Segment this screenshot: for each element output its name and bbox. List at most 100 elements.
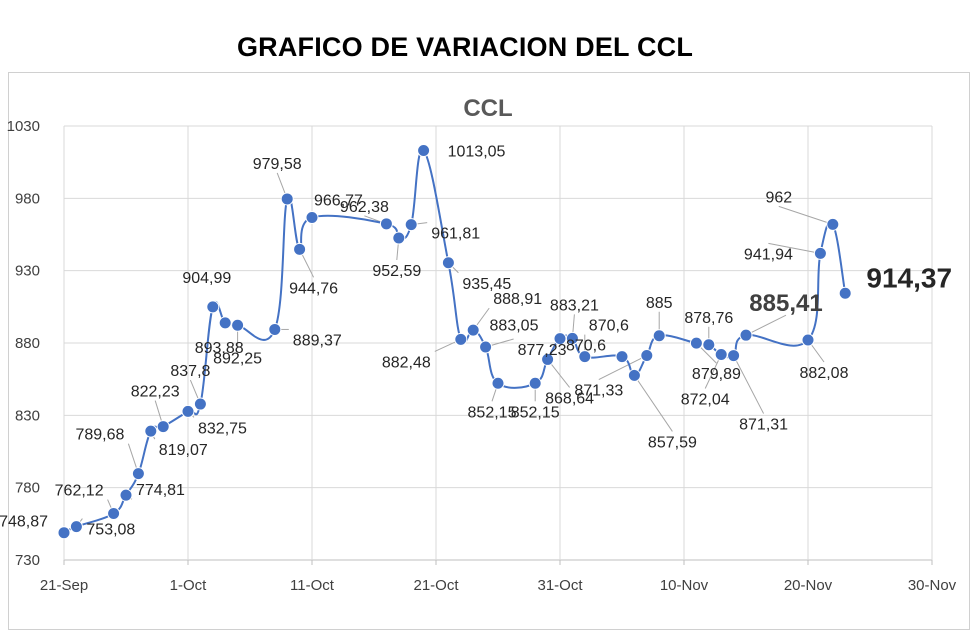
data-label: 852,15 (468, 404, 517, 421)
data-label: 852,15 (511, 404, 560, 421)
data-label: 871,33 (574, 383, 623, 400)
gridlines (63, 125, 933, 561)
y-tick-label: 780 (15, 480, 40, 497)
data-label: 893,88 (195, 340, 244, 357)
chart-frame (8, 72, 970, 630)
y-tick-label: 880 (15, 335, 40, 352)
data-point-marker (813, 246, 827, 260)
data-point-marker (206, 300, 220, 314)
y-tick-label: 980 (15, 190, 40, 207)
data-label: 774,81 (136, 482, 185, 499)
data-label-leader (633, 375, 673, 432)
x-tick-label: 31-Oct (537, 577, 583, 594)
x-tick-label: 30-Nov (908, 577, 957, 594)
data-point-marker (826, 217, 840, 231)
data-point-marker (640, 349, 654, 363)
data-label: 885,41 (749, 290, 822, 317)
data-label: 870,6 (589, 318, 629, 335)
data-label: 882,48 (382, 354, 431, 371)
x-tick-label: 10-Nov (660, 577, 709, 594)
y-tick-label: 730 (15, 552, 40, 569)
data-point-marker (144, 424, 158, 438)
data-point-marker (615, 350, 629, 364)
data-label: 753,08 (86, 522, 135, 539)
data-label: 914,37 (866, 262, 952, 293)
data-label-leader (778, 205, 833, 225)
data-point-marker (268, 322, 282, 336)
data-point-marker (280, 192, 294, 206)
data-point-marker (838, 286, 852, 300)
data-point-marker (69, 520, 83, 534)
x-tick-label: 21-Sep (40, 577, 88, 594)
data-label: 952,59 (372, 263, 421, 280)
data-label: 832,75 (198, 420, 247, 437)
data-label-leader (768, 242, 821, 254)
data-label: 857,59 (648, 434, 697, 451)
x-tick-label: 21-Oct (413, 577, 459, 594)
data-label: 871,31 (739, 417, 788, 434)
data-label: 819,07 (159, 442, 208, 459)
data-point-marker (156, 420, 170, 434)
data-label: 892,25 (213, 350, 262, 367)
data-point-marker (131, 467, 145, 481)
data-point-marker (714, 348, 728, 362)
data-point-marker (727, 349, 741, 363)
data-label: 789,68 (75, 427, 124, 444)
data-point-marker (218, 316, 232, 330)
data-point-marker (417, 144, 431, 158)
data-label: 904,99 (182, 270, 231, 287)
data-label: 966,77 (314, 192, 363, 209)
x-tick-label: 1-Oct (170, 577, 208, 594)
data-label: 883,21 (550, 297, 599, 314)
data-point-marker (689, 336, 703, 350)
y-tick-label: 930 (15, 263, 40, 280)
data-point-marker (491, 376, 505, 390)
y-tick-label: 1030 (7, 118, 40, 135)
data-label-leader (745, 314, 787, 336)
data-point-marker (119, 488, 133, 502)
page-title: GRAFICO DE VARIACION DEL CCL (236, 32, 694, 62)
data-label: 941,94 (744, 246, 793, 263)
data-label: 979,58 (253, 156, 302, 173)
data-point-marker (305, 210, 319, 224)
data-point-marker (454, 332, 468, 346)
data-point-marker (231, 318, 245, 332)
data-point-marker (181, 404, 195, 418)
axes: 730 780 830 880 930 980 1030 21-Sep 1-Oct 11-Oct 2… (7, 118, 957, 594)
x-tick-label: 20-Nov (784, 577, 833, 594)
data-point-marker (193, 397, 207, 411)
data-label: 935,45 (462, 276, 511, 293)
data-label: 878,76 (684, 310, 733, 327)
data-label: 868,64 (545, 390, 594, 407)
data-label: 944,76 (289, 280, 338, 297)
data-point-marker (479, 340, 493, 354)
data-label: 882,08 (800, 365, 849, 382)
data-label: 1013,05 (448, 144, 506, 161)
data-point-marker (578, 350, 592, 364)
data-label: 872,04 (681, 392, 730, 409)
series-markers (57, 144, 852, 540)
data-label: 961,81 (431, 226, 480, 243)
data-label: 748,87 (0, 514, 48, 531)
data-label: 883,05 (490, 318, 539, 335)
data-label: 877,23 (518, 342, 567, 359)
data-point-marker (541, 352, 555, 366)
data-point-marker (441, 256, 455, 270)
data-point-marker (801, 333, 815, 347)
data-point-marker (293, 242, 307, 256)
x-tick-label: 11-Oct (290, 577, 335, 594)
data-point-marker (379, 217, 393, 231)
data-point-marker (627, 368, 641, 382)
data-point-marker (528, 376, 542, 390)
data-labels: 748,87 753,08 762,12 774,81 789,68 819,07 822,… (0, 144, 952, 539)
chart-title: CCL (463, 95, 512, 122)
data-label: 822,23 (131, 384, 180, 401)
data-point-marker (404, 218, 418, 232)
data-label: 870,6 (566, 338, 606, 355)
data-label: 837,8 (170, 363, 210, 380)
data-label: 889,37 (293, 332, 342, 349)
data-point-marker (392, 231, 406, 245)
data-label-leader (733, 355, 765, 414)
data-point-marker (739, 328, 753, 342)
